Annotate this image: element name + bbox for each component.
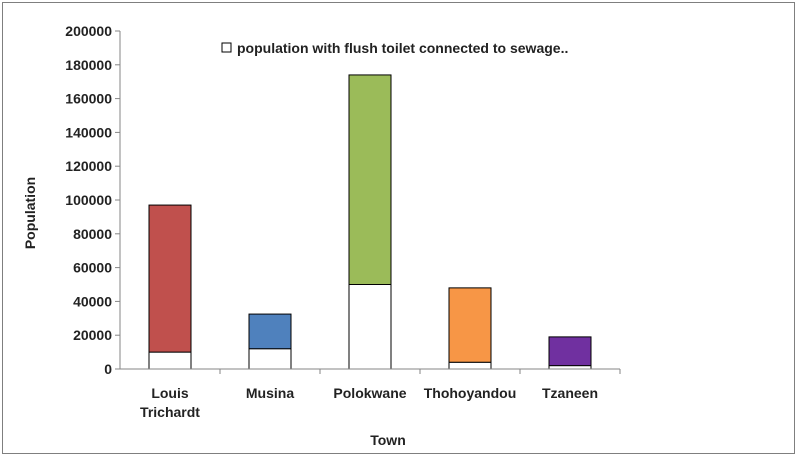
x-tick-label: Thohoyandou <box>424 385 517 401</box>
x-tick-label: Musina <box>246 385 294 401</box>
y-axis-title: Population <box>22 177 38 249</box>
y-tick-label: 0 <box>104 361 112 377</box>
y-tick-label: 140000 <box>65 124 112 140</box>
y-tick-label: 80000 <box>73 226 112 242</box>
bar-segment-total <box>448 287 492 363</box>
y-axis-ticks: 0 20000 40000 60000 80000 100000 120000 140000 1… <box>65 23 120 377</box>
y-tick-label: 120000 <box>65 158 112 174</box>
bars <box>148 74 592 370</box>
x-tick-label: Trichardt <box>140 404 200 420</box>
x-axis-title: Town <box>370 432 406 448</box>
y-tick-label: 100000 <box>65 192 112 208</box>
bar-segment-flush-toilet <box>248 348 292 370</box>
bar-segment-total <box>148 204 192 353</box>
y-tick-label: 60000 <box>73 260 112 276</box>
y-tick-label: 40000 <box>73 293 112 309</box>
y-tick-label: 20000 <box>73 327 112 343</box>
bar-segment-flush-toilet <box>548 365 592 370</box>
bar-segment-flush-toilet <box>148 351 192 370</box>
y-tick-label: 160000 <box>65 91 112 107</box>
y-tick-label: 180000 <box>65 57 112 73</box>
bar-segment-flush-toilet <box>448 361 492 370</box>
bar-segment-total <box>248 313 292 350</box>
x-tick-label: Polokwane <box>333 385 406 401</box>
legend: population with flush toilet connected t… <box>221 40 568 56</box>
chart-frame <box>2 2 795 454</box>
bar-segment-flush-toilet <box>348 284 392 370</box>
bar-segment-total <box>548 336 592 367</box>
legend-entry: population with flush toilet connected t… <box>237 40 568 56</box>
legend-swatch <box>221 42 232 53</box>
bar-segment-total <box>348 74 392 285</box>
x-tick-label: Louis <box>151 385 189 401</box>
y-tick-label: 200000 <box>65 23 112 39</box>
x-tick-label: Tzaneen <box>542 385 598 401</box>
x-axis-ticks: Louis Trichardt Musina Polokwane Thohoyandou… <box>140 369 621 420</box>
